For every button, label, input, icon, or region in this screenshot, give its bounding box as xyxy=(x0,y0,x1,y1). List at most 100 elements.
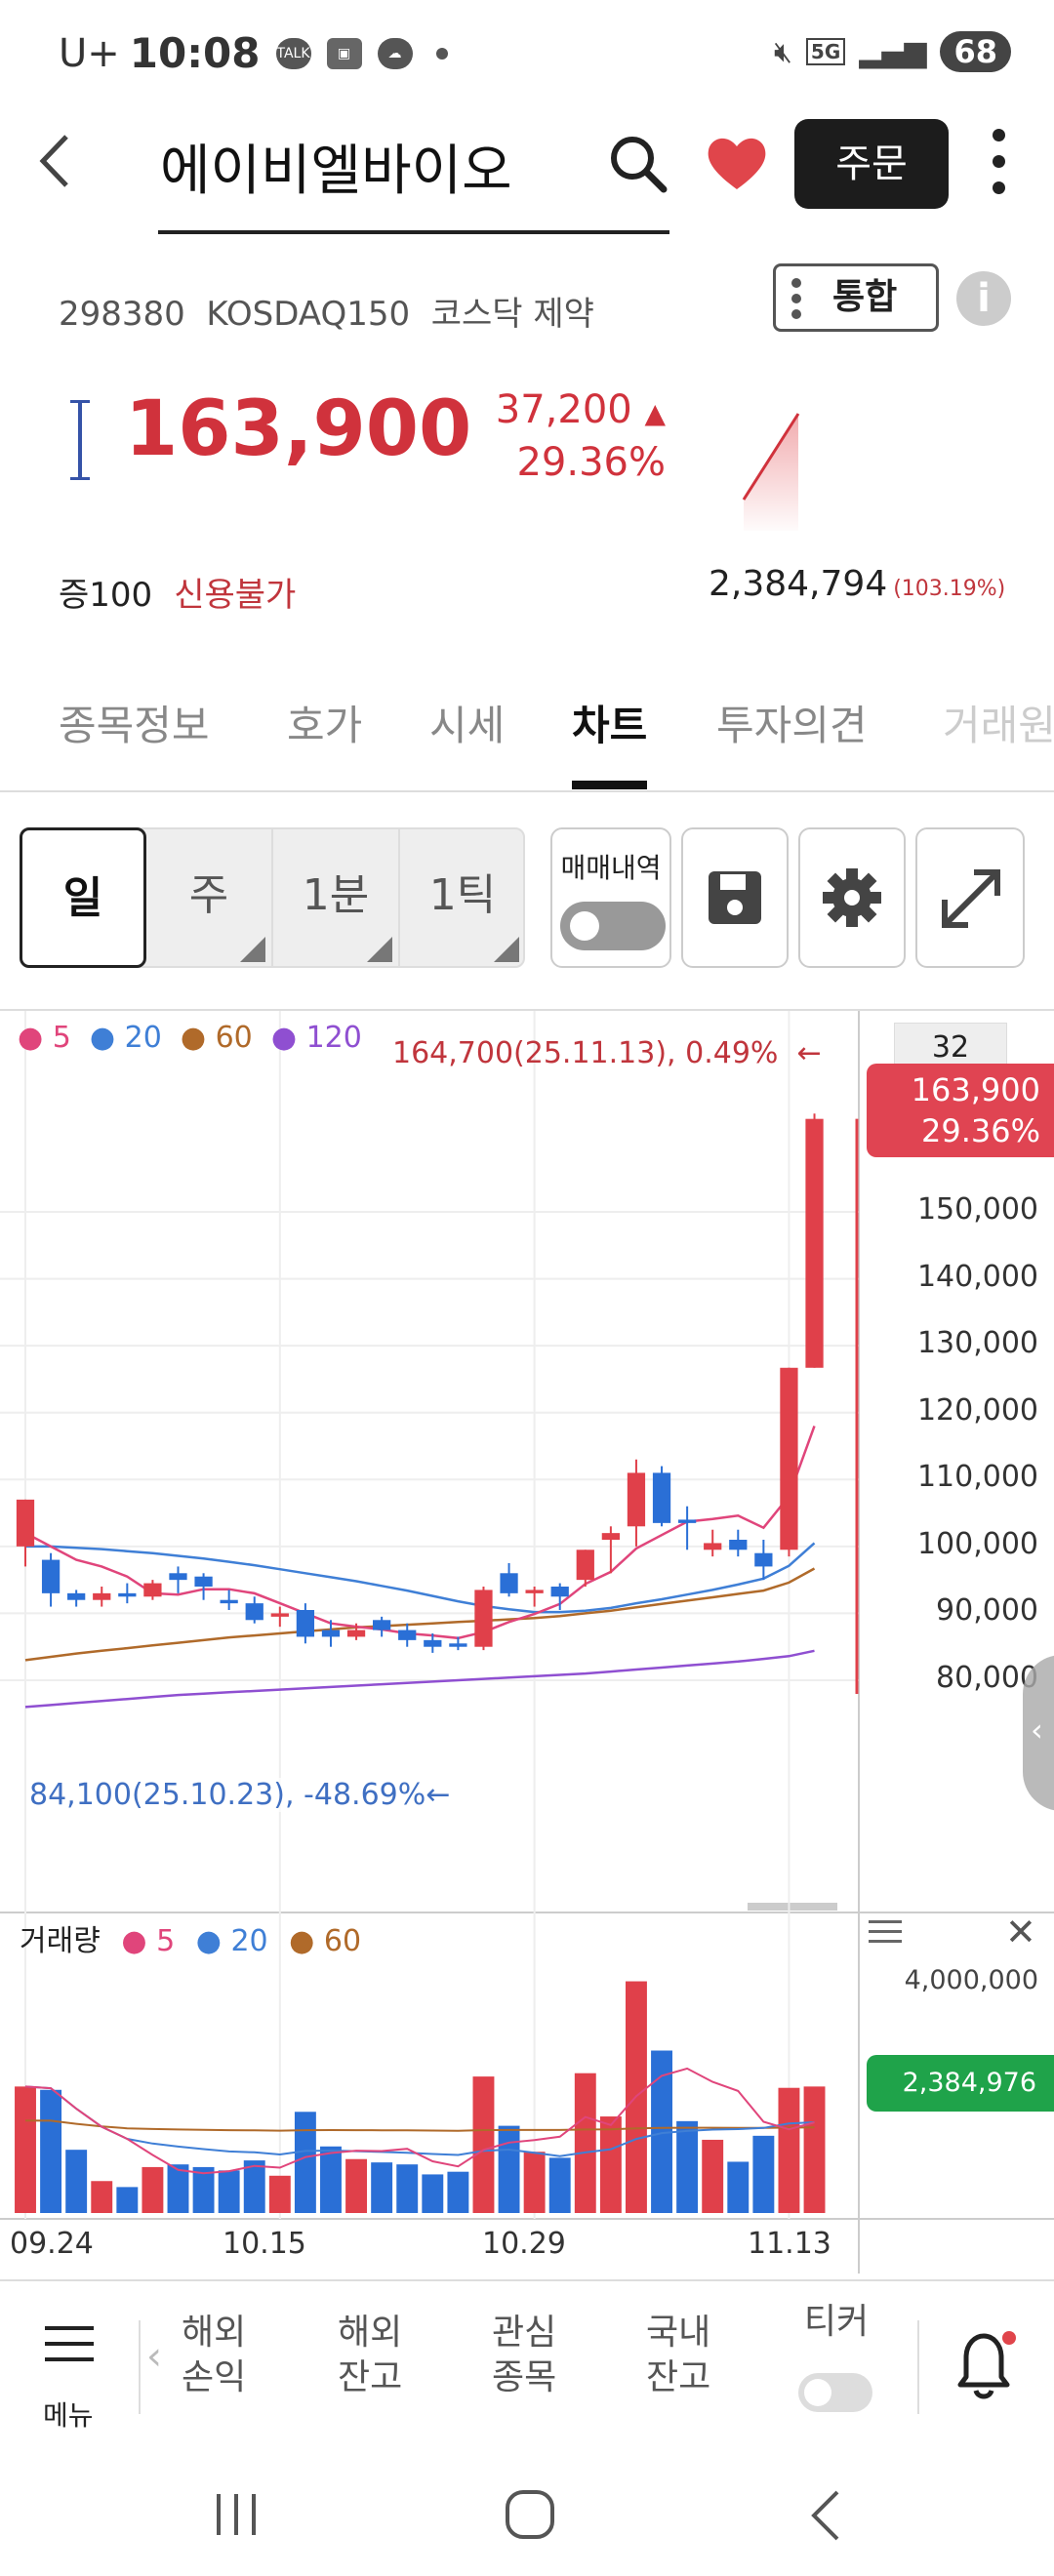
tab-chart[interactable]: 차트 xyxy=(572,693,648,789)
ma60-legend[interactable]: ● 60 xyxy=(180,1021,253,1055)
dropdown-corner-icon xyxy=(367,937,392,962)
cloud-icon: ☁ xyxy=(377,37,413,69)
candle-body xyxy=(143,1583,162,1597)
volume-bar xyxy=(396,2164,419,2213)
volume-bar xyxy=(167,2164,189,2213)
network-label: 5G xyxy=(805,38,846,65)
volume-panel-close-icon[interactable]: ✕ xyxy=(1005,1911,1036,1953)
status-bar: U+ 10:08 TALK ▣ ☁ 🔇︎ 5G ▂▄▆ 68 xyxy=(0,0,1054,107)
nav-watchlist[interactable]: 관심 종목 xyxy=(492,2311,556,2400)
info-icon[interactable]: i xyxy=(956,271,1011,326)
favorite-button[interactable] xyxy=(703,129,771,197)
view-mode-button[interactable]: 통합 xyxy=(773,263,939,332)
tab-brokers[interactable]: 거래원 xyxy=(943,702,1054,749)
tab-opinions[interactable]: 투자의견 xyxy=(716,702,868,749)
change-amount: 37,200 xyxy=(495,387,632,432)
period-1min-label: 1분 xyxy=(302,870,370,920)
heart-icon xyxy=(708,138,766,189)
period-selector: 일 주 1분 1틱 xyxy=(20,827,525,968)
volume-bar xyxy=(472,2076,495,2213)
stock-chart[interactable]: ● 5 ● 20 ● 60 ● 120 164,700(25.11.13), 0… xyxy=(0,1009,1054,2274)
back-nav-icon[interactable] xyxy=(806,2488,845,2547)
fullscreen-button[interactable] xyxy=(915,827,1025,968)
search-icon xyxy=(611,137,668,193)
clock: 10:08 xyxy=(129,29,261,77)
candle-body xyxy=(346,1630,366,1637)
scroll-left-icon[interactable]: ‹ xyxy=(146,2334,162,2379)
volume-panel-menu-icon[interactable] xyxy=(869,1920,902,1943)
volume-ma5-line xyxy=(24,2067,815,2175)
stock-meta: 298380 KOSDAQ150 코스닥 제약 xyxy=(59,287,594,335)
menu-button[interactable]: 메뉴 xyxy=(0,2281,137,2457)
system-navigation-bar xyxy=(0,2455,1054,2576)
volume-bar xyxy=(702,2139,724,2213)
trade-history-toggle[interactable]: 매매내역 xyxy=(550,827,671,968)
y-tick-label: 130,000 xyxy=(916,1326,1038,1361)
volume-axis-max: 4,000,000 xyxy=(904,1965,1038,1995)
candle-body xyxy=(67,1592,86,1600)
volume-bar xyxy=(142,2166,164,2213)
nav-domestic-balance[interactable]: 국내 잔고 xyxy=(646,2311,710,2400)
tab-stock-info[interactable]: 종목정보 xyxy=(59,702,210,749)
settings-button[interactable] xyxy=(798,827,906,968)
ticker-toggle[interactable] xyxy=(798,2373,872,2412)
ma5-legend[interactable]: ● 5 xyxy=(18,1021,71,1055)
price-change: 37,200 ▲ 29.36% xyxy=(488,385,666,487)
bottom-navigation: 메뉴 ‹ 해외 손익 해외 잔고 관심 종목 국내 잔고 티커 xyxy=(0,2279,1054,2457)
volume-bar xyxy=(676,2120,699,2213)
dropdown-corner-icon xyxy=(240,937,265,962)
ma120-legend[interactable]: ● 120 xyxy=(270,1021,362,1055)
nav-overseas-pnl[interactable]: 해외 손익 xyxy=(182,2311,246,2400)
candle-body xyxy=(754,1552,773,1567)
back-button[interactable] xyxy=(29,127,88,195)
candle-body xyxy=(729,1540,748,1550)
volume-bar xyxy=(116,2187,139,2213)
capture-icon: ▣ xyxy=(326,37,362,69)
recent-apps-icon[interactable] xyxy=(213,2490,262,2543)
volume-bar xyxy=(447,2171,469,2213)
order-button[interactable]: 주문 xyxy=(794,119,949,209)
period-1min[interactable]: 1분 xyxy=(273,827,400,968)
period-1tick[interactable]: 1틱 xyxy=(400,827,525,968)
stock-market: 코스닥 제약 xyxy=(430,295,594,334)
y-tick-label: 150,000 xyxy=(916,1192,1038,1227)
candle-body xyxy=(16,1499,35,1547)
home-icon[interactable] xyxy=(504,2488,556,2545)
side-panel-handle[interactable]: ‹ xyxy=(1023,1655,1054,1811)
candle-body xyxy=(296,1610,315,1637)
candle-body xyxy=(601,1533,621,1540)
volume-bar xyxy=(371,2162,393,2213)
tab-prices[interactable]: 시세 xyxy=(429,702,506,749)
margin-rate: 증100 xyxy=(59,576,153,615)
nav-overseas-balance-label: 해외 잔고 xyxy=(338,2313,403,2397)
volume-bar xyxy=(727,2161,750,2213)
current-price-marker: 163,900 29.36% xyxy=(867,1064,1054,1157)
y-tick-label: 90,000 xyxy=(936,1593,1038,1629)
ma120-line xyxy=(24,1649,815,1709)
x-tick-label: 09.24 xyxy=(10,2227,94,2261)
stock-search-field[interactable]: 에이비엘바이오 xyxy=(158,115,669,234)
signal-icon: ▂▄▆ xyxy=(859,34,927,69)
period-day[interactable]: 일 xyxy=(20,827,146,968)
more-options-icon[interactable] xyxy=(984,129,1013,207)
toggle-switch[interactable] xyxy=(560,902,666,950)
ma20-legend[interactable]: ● 20 xyxy=(89,1021,162,1055)
chart-canvas[interactable] xyxy=(0,1011,1054,2274)
candle-body xyxy=(500,1573,518,1593)
volume-ma60-line xyxy=(24,2119,815,2132)
period-week[interactable]: 주 xyxy=(146,827,273,968)
trade-history-label: 매매내역 xyxy=(560,852,662,884)
save-icon xyxy=(709,871,761,924)
ma60-line xyxy=(24,1567,816,1662)
ticker-label: 티커 xyxy=(803,2302,870,2342)
ma-legend: ● 5 ● 20 ● 60 ● 120 xyxy=(18,1021,362,1055)
margin-info: 증100 신용불가 xyxy=(59,568,296,616)
volume-bar xyxy=(599,2116,622,2213)
chevron-left-icon xyxy=(39,135,68,187)
save-button[interactable] xyxy=(681,827,789,968)
search-button[interactable] xyxy=(605,129,673,197)
tab-quotes[interactable]: 호가 xyxy=(287,702,363,749)
candle-body xyxy=(449,1643,467,1647)
notifications-button[interactable] xyxy=(947,2326,1021,2408)
nav-overseas-balance[interactable]: 해외 잔고 xyxy=(338,2311,402,2400)
